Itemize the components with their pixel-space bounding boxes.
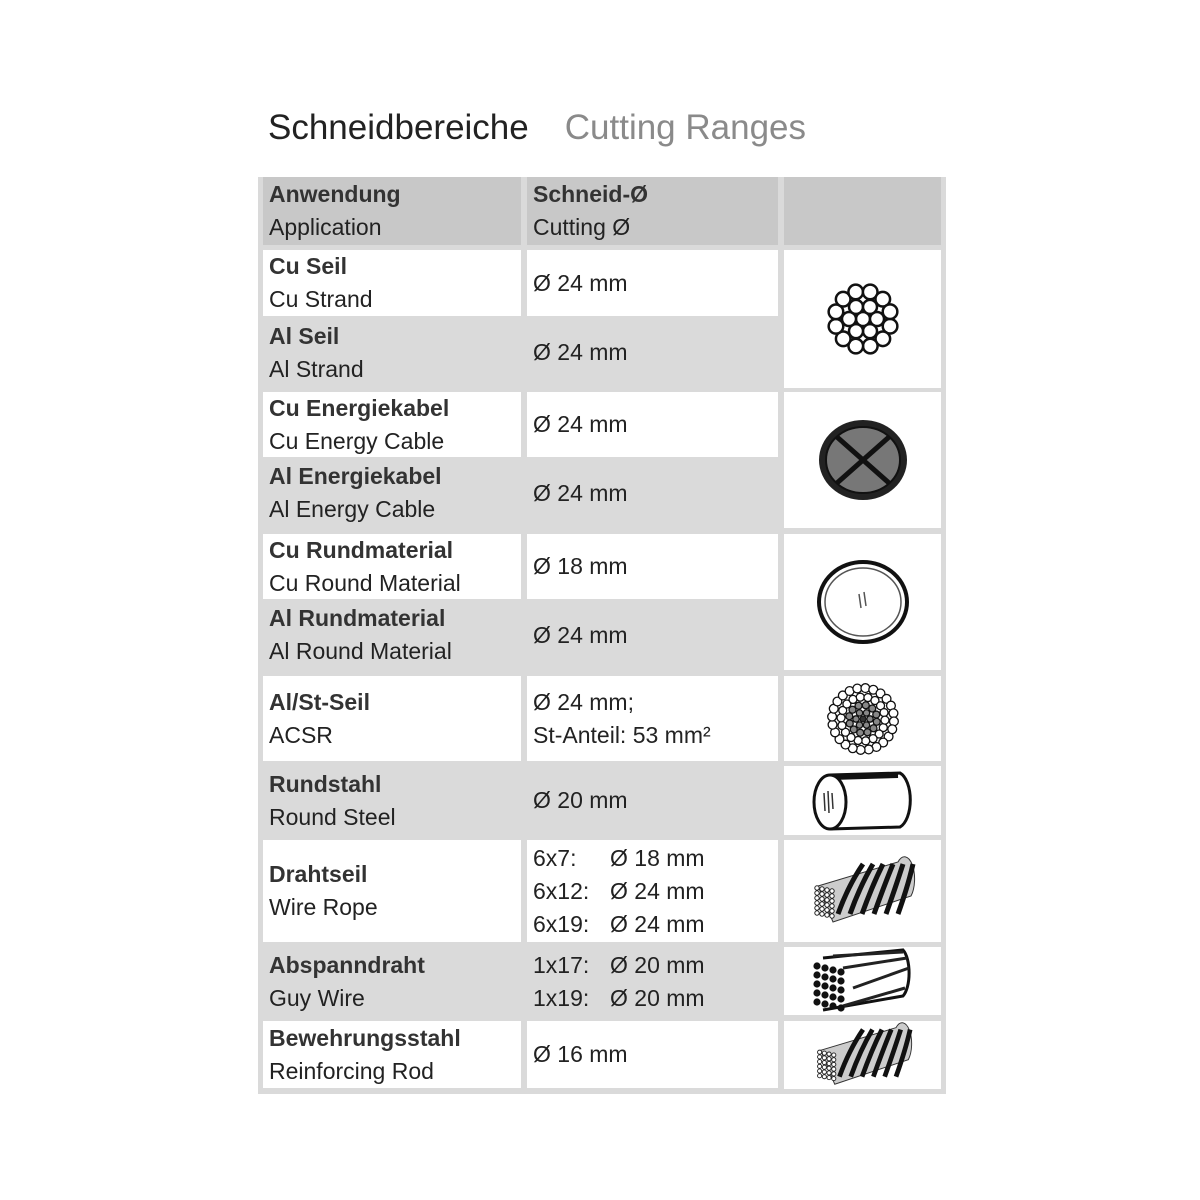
strand-cross-section-icon [784,250,941,388]
application-cell: Al Energiekabel Al Energy Cable [263,457,521,529]
cutting-value: Ø 24 mm [533,621,628,648]
page-title: Schneidbereiche Cutting Ranges [268,108,806,148]
application-en: Wire Rope [269,894,378,920]
cutting-diameter-cell: 6x7: Ø 18 mm 6x12: Ø 24 mm 6x19: Ø 24 mm [527,840,778,942]
application-de: Cu Rundmaterial [269,536,454,563]
header-application-en: Application [269,214,382,240]
application-cell: Al Rundmaterial Al Round Material [263,599,521,671]
application-en: Al Energy Cable [269,496,436,522]
cutting-diameter-cell: Ø 16 mm [527,1021,778,1088]
application-de: Al/St-Seil [269,688,370,715]
application-cell: Cu Seil Cu Strand [263,250,521,316]
application-cell: Al/St-Seil ACSR [263,676,521,761]
application-en: Guy Wire [269,984,365,1011]
spec-line: 1x17: Ø 20 mm [533,949,778,982]
cutting-diameter-cell: Ø 24 mm [527,250,778,316]
cutting-diameter-cell: Ø 24 mm [527,316,778,389]
cutting-value: Ø 20 mm [533,787,628,813]
spec-value: Ø 24 mm [610,910,705,937]
cutting-value: Ø 24 mm; [533,688,634,715]
spec-line: 6x12: Ø 24 mm [533,875,778,908]
spec-type: 6x19: [533,910,590,937]
application-cell: Bewehrungsstahl Reinforcing Rod [263,1021,521,1088]
application-en: ACSR [269,721,333,748]
application-cell: Abspanndraht Guy Wire [263,945,521,1018]
spec-type: 1x17: [533,951,590,978]
round-steel-icon [784,766,941,835]
spec-type: 6x12: [533,877,590,904]
application-en: Cu Round Material [269,569,461,596]
cutting-diameter-cell: Ø 18 mm [527,534,778,599]
cutting-diameter-cell: Ø 24 mm; St-Anteil: 53 mm² [527,676,778,761]
application-en: Al Round Material [269,638,452,664]
application-de: Cu Seil [269,253,347,279]
application-cell: Cu Rundmaterial Cu Round Material [263,534,521,599]
spec-type: 1x19: [533,984,590,1011]
spec-line: 6x19: Ø 24 mm [533,908,778,941]
application-en: Al Strand [269,355,364,382]
cutting-diameter-cell: Ø 20 mm [527,766,778,835]
cutting-value: Ø 24 mm [533,411,628,437]
application-de: Rundstahl [269,770,382,797]
header-application: Anwendung Application [263,177,521,245]
application-de: Al Energiekabel [269,463,442,489]
cutting-diameter-cell: Ø 24 mm [527,392,778,457]
cutting-value-extra: St-Anteil: 53 mm² [533,721,711,748]
cutting-value: Ø 24 mm [533,479,628,506]
spec-value: Ø 24 mm [610,877,705,904]
cutting-value: Ø 24 mm [533,269,628,296]
application-de: Drahtseil [269,861,368,887]
cutting-value: Ø 18 mm [533,553,628,579]
spec-type: 6x7: [533,844,577,871]
application-de: Al Seil [269,322,340,349]
application-de: Bewehrungsstahl [269,1024,461,1051]
spec-value: Ø 20 mm [610,951,705,978]
spec-line: 6x7: Ø 18 mm [533,842,778,875]
application-cell: Al Seil Al Strand [263,316,521,389]
application-cell: Cu Energiekabel Cu Energy Cable [263,392,521,457]
cutting-value: Ø 16 mm [533,1041,628,1067]
header-application-de: Anwendung [269,181,401,207]
header-cutting-de: Schneid-Ø [533,181,649,207]
title-de: Schneidbereiche [268,108,529,147]
spec-line: 1x19: Ø 20 mm [533,982,778,1015]
application-en: Round Steel [269,803,396,830]
application-en: Reinforcing Rod [269,1057,434,1084]
round-material-icon [784,534,941,670]
application-en: Cu Strand [269,286,373,312]
application-cell: Drahtseil Wire Rope [263,840,521,942]
energy-cable-icon [784,392,941,528]
reinforcing-rod-icon [784,1021,941,1089]
header-image [784,177,941,245]
cutting-ranges-table: Anwendung Application Schneid-Ø Cutting … [258,177,946,1094]
application-de: Al Rundmaterial [269,605,446,631]
application-de: Cu Energiekabel [269,394,450,421]
cutting-diameter-cell: Ø 24 mm [527,599,778,671]
application-cell: Rundstahl Round Steel [263,766,521,835]
spec-value: Ø 18 mm [610,844,705,871]
cutting-diameter-cell: 1x17: Ø 20 mm 1x19: Ø 20 mm [527,945,778,1018]
acsr-cross-section-icon [784,676,941,761]
header-cutting: Schneid-Ø Cutting Ø [527,177,778,245]
application-de: Abspanndraht [269,951,425,978]
spec-value: Ø 20 mm [610,984,705,1011]
cutting-value: Ø 24 mm [533,339,628,365]
cutting-diameter-cell: Ø 24 mm [527,457,778,529]
wire-rope-icon [784,840,941,942]
title-en: Cutting Ranges [564,108,807,147]
guy-wire-icon [784,947,941,1015]
header-cutting-en: Cutting Ø [533,214,631,240]
application-en: Cu Energy Cable [269,427,445,454]
